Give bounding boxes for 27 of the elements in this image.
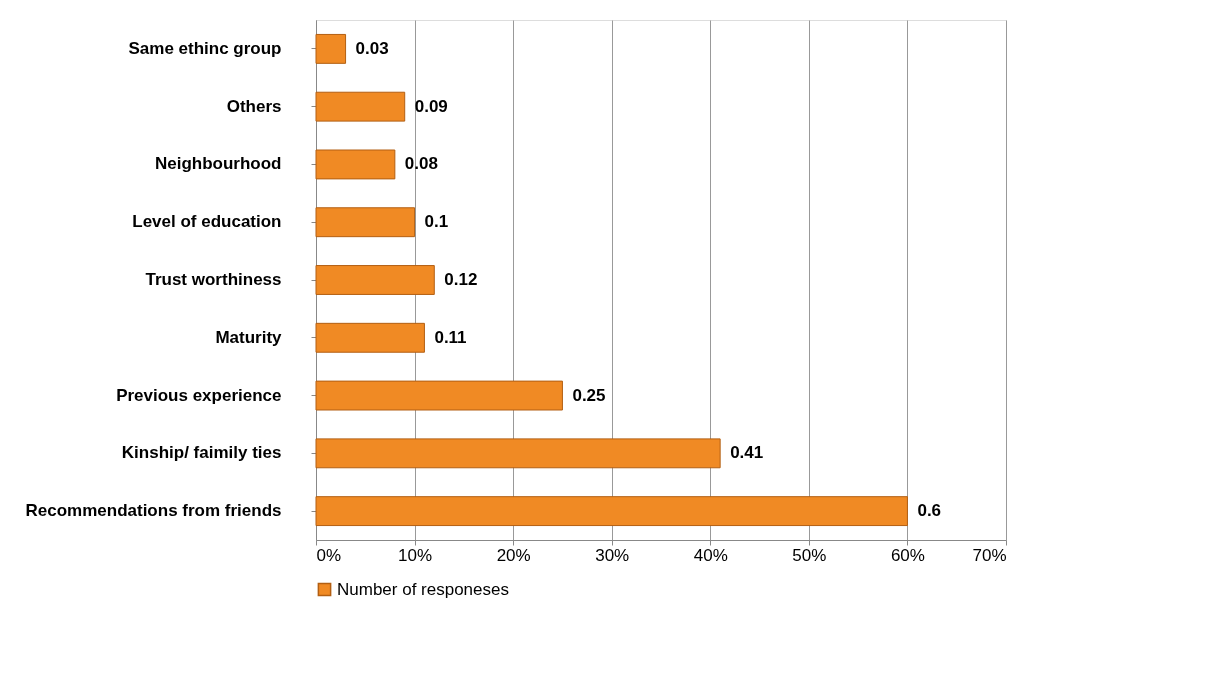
y-tick-label: Level of education xyxy=(132,212,282,232)
data-label: 0.03 xyxy=(355,38,389,58)
data-label: 0.08 xyxy=(404,154,438,174)
y-tick-label: Kinship/ faimily ties xyxy=(121,443,282,463)
y-tick-label: Neighbourhood xyxy=(154,154,282,174)
y-tick-label: Trust worthiness xyxy=(145,270,282,289)
x-tick-label: 0% xyxy=(316,545,342,565)
y-tick-label: Recommendations from friends xyxy=(25,501,282,521)
y-tick-label: Same ethinc group xyxy=(128,38,282,58)
data-label: 0.25 xyxy=(572,385,606,405)
x-tick-label: 60% xyxy=(890,545,925,565)
x-tick-label: 20% xyxy=(496,545,531,565)
x-tick-label: 30% xyxy=(595,545,630,565)
y-tick-label: Others xyxy=(226,96,282,116)
x-tick-label: 40% xyxy=(693,545,728,565)
data-label: 0.11 xyxy=(434,327,467,347)
legend-label: Number of responeses xyxy=(337,579,509,599)
x-tick-label: 50% xyxy=(792,545,827,565)
y-tick-label: Maturity xyxy=(215,327,283,347)
x-tick-label: 10% xyxy=(398,545,433,565)
data-label: 0.12 xyxy=(444,270,478,289)
data-label: 0.41 xyxy=(730,443,764,463)
data-label: 0.1 xyxy=(424,212,449,232)
data-label: 0.6 xyxy=(917,501,942,521)
x-tick-label: 70% xyxy=(972,545,1007,565)
data-label: 0.09 xyxy=(414,96,448,116)
y-tick-label: Previous experience xyxy=(116,385,282,405)
